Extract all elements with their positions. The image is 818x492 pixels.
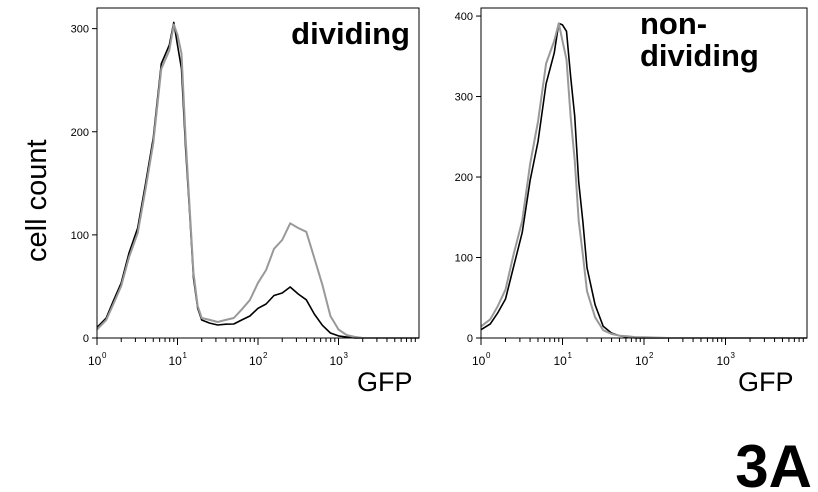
- non-dividing-x-axis-label: GFP: [738, 367, 794, 397]
- dividing-x-tick-exponent-2: 2: [263, 351, 268, 360]
- dividing-y-tick-label-0: 0: [83, 333, 89, 345]
- non-dividing-x-tick-exponent-3: 3: [731, 351, 736, 360]
- figure-label: 3A: [735, 433, 812, 492]
- non-dividing-y-tick-label-0: 0: [467, 333, 473, 345]
- non-dividing-y-tick-label-200: 200: [455, 172, 473, 184]
- non-dividing-series-gray-line: [480, 22, 807, 339]
- dividing-x-tick-label-2: 10: [249, 354, 263, 368]
- non-dividing-x-tick-label-1: 10: [554, 354, 568, 368]
- dividing-series-gray-line: [96, 23, 419, 339]
- dividing-y-tick-label-200: 200: [71, 127, 89, 139]
- non-dividing-x-tick-label-3: 10: [717, 354, 731, 368]
- dividing-plot-lines: [96, 21, 419, 339]
- non-dividing-y-tick-label-300: 300: [455, 92, 473, 104]
- non-dividing-x-tick-label-2: 10: [635, 354, 649, 368]
- non-dividing-x-tick-exponent-0: 0: [486, 351, 491, 360]
- non-dividing-y-tick-label-100: 100: [455, 253, 473, 265]
- dividing-series-black-line: [96, 21, 419, 339]
- non-dividing-x-tick-exponent-1: 1: [568, 351, 573, 360]
- dividing-x-tick-exponent-3: 3: [344, 351, 349, 360]
- dividing-plot-frame: [96, 7, 420, 339]
- dividing-panel-title: dividing: [291, 16, 410, 51]
- dividing-y-tick-label-300: 300: [71, 24, 89, 36]
- non-dividing-x-tick-label-0: 10: [472, 354, 486, 368]
- y-axis-label: cell count: [21, 139, 53, 262]
- dividing-x-tick-label-3: 10: [330, 354, 344, 368]
- non-dividing-title-line-2: dividing: [640, 38, 759, 73]
- dividing-x-tick-exponent-0: 0: [102, 351, 107, 360]
- non-dividing-y-tick-label-400: 400: [455, 11, 473, 23]
- dividing-x-tick-label-0: 10: [88, 354, 102, 368]
- dividing-y-tick-label-100: 100: [71, 230, 89, 242]
- dividing-x-axis-label: GFP: [357, 367, 413, 397]
- non-dividing-title-line-1: non-: [640, 6, 707, 41]
- dividing-x-tick-label-1: 10: [169, 354, 183, 368]
- non-dividing-x-tick-exponent-2: 2: [649, 351, 654, 360]
- dividing-x-tick-exponent-1: 1: [183, 351, 188, 360]
